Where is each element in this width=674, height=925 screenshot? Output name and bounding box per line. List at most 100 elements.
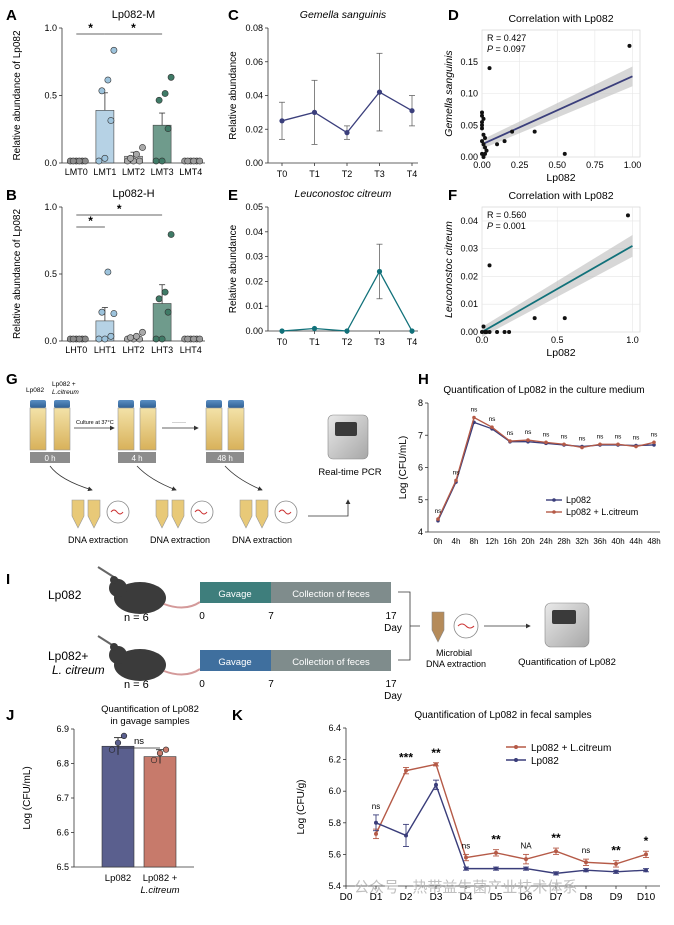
y-tick-label: 1.0 [44, 202, 57, 212]
data-point [120, 732, 128, 740]
chart-title: in gavage samples [110, 716, 189, 727]
dna-extraction-3: DNA extraction [232, 535, 292, 545]
chart-h-culture: Quantification of Lp082 in the culture m… [398, 385, 661, 546]
x-axis-label: Lp082 [546, 172, 575, 184]
significance-star: * [131, 21, 136, 35]
y-axis-label: Gemella sanguinis [443, 50, 455, 137]
y-tick-label: 8 [418, 398, 423, 408]
x-tick-label: LHT0 [65, 345, 87, 355]
data-point [409, 108, 415, 114]
panel-label-c: C [228, 7, 239, 24]
y-tick-label: 6.6 [56, 828, 69, 838]
data-point [472, 415, 476, 420]
x-tick-label: D6 [520, 892, 533, 903]
y-tick-label: 6 [418, 463, 423, 473]
legend-marker [552, 510, 556, 514]
y-tick-label: 0.08 [245, 23, 263, 33]
x-tick-label: T3 [374, 169, 385, 179]
x-tick-label: 8h [470, 537, 479, 546]
x-tick-label: 28h [557, 537, 570, 546]
data-point [584, 860, 588, 865]
data-point [614, 861, 618, 866]
data-point [436, 517, 440, 521]
data-point [483, 151, 488, 156]
x-tick-label: T3 [374, 337, 385, 347]
chart-title: Lp082-M [112, 9, 155, 21]
tube-pair-0h: 0 h [29, 400, 71, 463]
data-point [480, 120, 484, 125]
data-point [480, 110, 484, 115]
chart-b-lp082-h: Lp082-H 0.0 0.5 1.0 Relative abundance of Lp… [12, 188, 205, 355]
day17-1: 17 [385, 611, 397, 622]
data-point [524, 857, 528, 862]
data-point [75, 335, 83, 343]
data-point [494, 850, 498, 855]
data-point [495, 142, 500, 147]
data-point [69, 157, 77, 165]
data-point [133, 332, 140, 340]
y-tick-label: 0.0 [44, 336, 57, 346]
data-point [644, 868, 648, 873]
significance-label: ns [134, 736, 144, 747]
data-point [508, 439, 512, 443]
data-point [81, 335, 89, 343]
x-tick-label: 0h [434, 537, 443, 546]
chart-d-correlation: Correlation with Lp082 0.00 0.05 0.10 0.15 0.… [443, 13, 641, 184]
data-point [484, 330, 489, 334]
y-axis-label: Log (CFU/mL) [398, 436, 409, 499]
y-tick-label: 0.00 [460, 327, 478, 337]
collection-label-1: Collection of feces [292, 589, 370, 600]
data-point [483, 145, 488, 150]
data-point [480, 126, 484, 131]
data-point [196, 335, 204, 343]
panel-label-d: D [448, 7, 459, 24]
x-tick-label: 4h [452, 537, 461, 546]
x-tick-label-sub: L.citreum [140, 885, 179, 896]
group-n-1: n = 6 [124, 612, 149, 624]
data-point [584, 868, 588, 873]
panel-g-diagram: 0 h Lp082 Lp082 + L.citreum Culture at 3… [26, 381, 382, 545]
data-point [652, 443, 656, 447]
y-tick-label: 0.03 [245, 252, 263, 262]
legend-marker [552, 498, 556, 502]
x-tick-label: 1.0 [626, 335, 639, 345]
significance-label: *** [399, 751, 413, 765]
y-tick-label: 0.00 [460, 152, 478, 162]
data-point [616, 442, 620, 447]
mouse-icon-1 [109, 576, 201, 614]
x-tick-label: T1 [309, 337, 320, 347]
data-point [108, 746, 116, 753]
gavage-label-2: Gavage [218, 657, 251, 668]
qpcr-machine-icon [544, 602, 590, 648]
y-axis-label: Relative abundance [228, 51, 239, 140]
data-point [161, 90, 169, 97]
data-point [279, 328, 285, 334]
significance-label: ns [372, 802, 380, 811]
time-0h: 0 h [44, 454, 55, 463]
x-axis-label: Lp082 [546, 347, 575, 359]
y-tick-label: 5 [418, 495, 423, 505]
data-point [634, 444, 638, 449]
y-tick-label: 0.02 [245, 276, 263, 286]
data-point [114, 739, 122, 746]
data-point [481, 324, 486, 329]
data-point [190, 335, 198, 343]
culture-label: Culture at 37°C [76, 420, 114, 426]
y-tick-label: 0.02 [245, 124, 263, 134]
significance-label: ns [471, 407, 479, 414]
data-point [481, 155, 486, 159]
x-tick-label: T1 [309, 169, 320, 179]
legend-marker [514, 758, 518, 762]
y-axis-label: Leuconostoc citreum [443, 221, 455, 318]
data-point [526, 438, 530, 442]
y-tick-label: 5.4 [328, 881, 341, 891]
data-point [75, 157, 83, 165]
x-tick-label: 0.50 [548, 160, 566, 170]
data-point [487, 66, 492, 71]
data-point [625, 213, 630, 218]
data-point [376, 268, 383, 275]
data-point [127, 334, 134, 342]
y-tick-label: 0.5 [44, 269, 57, 279]
x-tick-label: D0 [340, 892, 353, 903]
chart-title: Gemella sanguinis [300, 9, 387, 21]
